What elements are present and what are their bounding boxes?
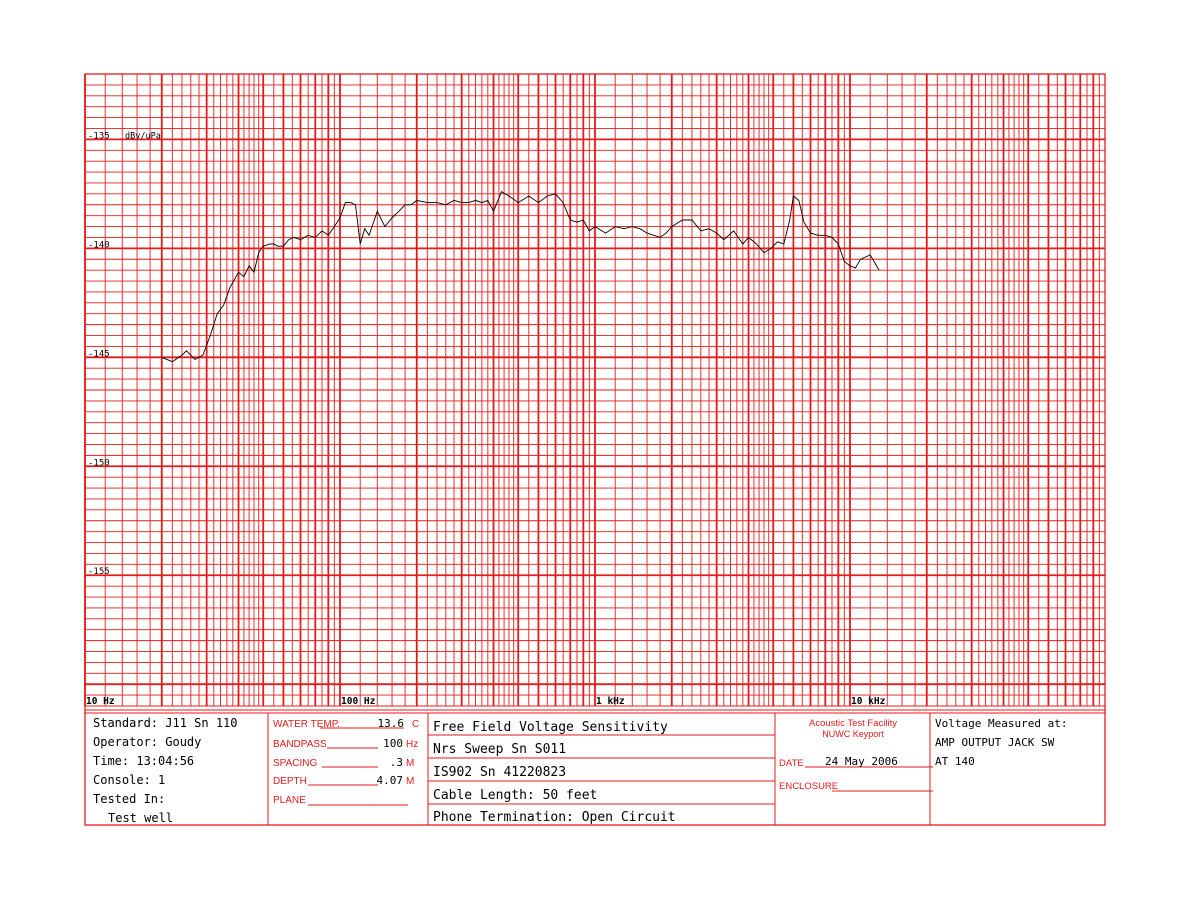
bandpass-unit: Hz — [406, 739, 418, 750]
tested-in-text: Tested In: — [93, 792, 165, 806]
y-tick-label: -145 — [88, 349, 110, 359]
console-text: Console: 1 — [93, 773, 165, 787]
depth-label: DEPTH — [273, 776, 307, 787]
x-tick-label: 10 kHz — [851, 696, 886, 707]
plane-label: PLANE — [273, 795, 306, 806]
x-tick-label: 1 kHz — [596, 696, 625, 707]
y-tick-label: -150 — [88, 458, 110, 468]
standard-text: Standard: J11 Sn 110 — [93, 716, 238, 730]
tested-in-value: Test well — [108, 811, 173, 825]
axis-ticks: -135 -140 -145 -150 -155 dBv/uPa 10 Hz 100 Hz 1 … — [86, 131, 886, 707]
bandpass-value: 100 — [383, 737, 403, 750]
depth-value: 4.07 — [377, 774, 404, 787]
y-tick-label: -155 — [88, 567, 110, 577]
spacing-value: .3 — [390, 756, 403, 769]
chart-border — [84, 73, 1106, 826]
measured-line-3: AT 140 — [935, 755, 975, 768]
time-text: Time: 13:04:56 — [93, 754, 194, 768]
hydrophone-line: IS902 Sn 41220823 — [433, 765, 566, 780]
series-line — [161, 191, 880, 363]
water-temp-unit: C — [412, 719, 419, 730]
enclosure-label: ENCLOSURE — [779, 781, 838, 792]
spacing-unit: M — [406, 758, 414, 769]
date-value: 24 May 2006 — [825, 755, 898, 768]
measured-line-2: AMP OUTPUT JACK SW — [935, 736, 1055, 749]
cable-length-line: Cable Length: 50 feet — [433, 788, 597, 803]
title-block: Standard: J11 Sn 110 Operator: Goudy Tim… — [93, 716, 1067, 825]
date-label: DATE — [779, 758, 804, 769]
termination-line: Phone Termination: Open Circuit — [433, 810, 676, 825]
x-tick-label: 10 Hz — [86, 696, 115, 707]
sweep-line: Nrs Sweep Sn S011 — [433, 742, 566, 757]
measured-at-text: Voltage Measured at: — [935, 717, 1067, 730]
spacing-label: SPACING — [273, 758, 317, 769]
y-tick-label: -135 — [88, 131, 110, 141]
facility-name: Acoustic Test Facility — [809, 718, 897, 729]
water-temp-label: WATER TEMP. — [273, 719, 340, 730]
operator-text: Operator: Goudy — [93, 735, 201, 749]
y-tick-label: -140 — [88, 240, 110, 250]
sensitivity-trace — [161, 191, 880, 363]
water-temp-value: 13.6 — [378, 717, 405, 730]
y-unit-label: dBv/uPa — [125, 131, 161, 141]
chart-grid — [84, 73, 1106, 826]
depth-unit: M — [406, 776, 414, 787]
chart-title: Free Field Voltage Sensitivity — [433, 720, 668, 735]
facility-sub: NUWC Keyport — [822, 729, 884, 739]
x-tick-label: 100 Hz — [341, 696, 376, 707]
bandpass-label: BANDPASS — [273, 739, 327, 750]
